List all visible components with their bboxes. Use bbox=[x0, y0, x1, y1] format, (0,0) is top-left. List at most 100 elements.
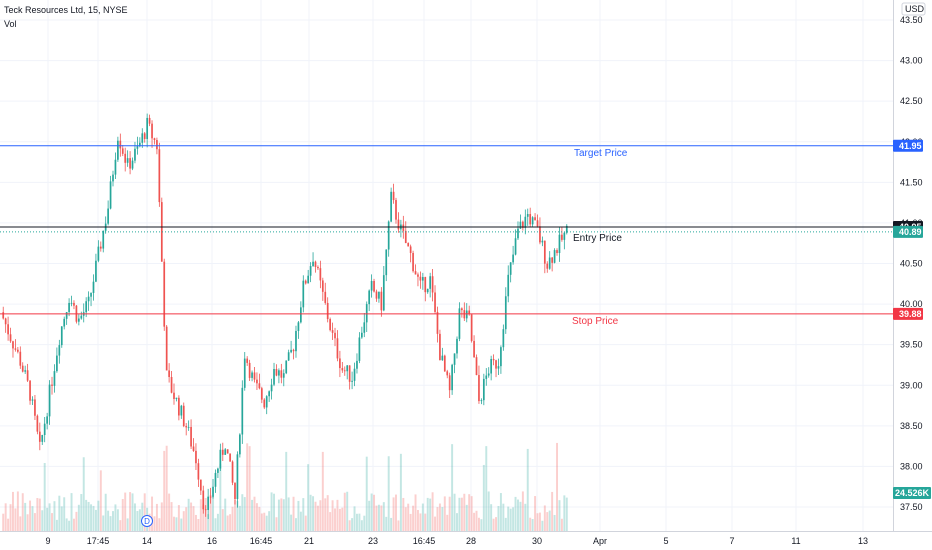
candle-body bbox=[287, 352, 290, 361]
volume-bar bbox=[463, 493, 466, 531]
candle-body bbox=[192, 446, 195, 451]
volume-bar bbox=[99, 470, 102, 531]
volume-bar bbox=[104, 493, 107, 531]
candle-body bbox=[453, 353, 456, 365]
volume-bar bbox=[412, 505, 415, 531]
candle-body bbox=[563, 232, 566, 240]
candle-body bbox=[314, 261, 317, 267]
candle-body bbox=[258, 383, 261, 389]
candle-body bbox=[4, 318, 7, 325]
volume-bar bbox=[97, 500, 100, 531]
candle-body bbox=[331, 330, 334, 333]
candle-body bbox=[187, 426, 190, 428]
volume-bar bbox=[151, 496, 154, 531]
candle-body bbox=[546, 263, 549, 269]
candle-body bbox=[407, 243, 410, 247]
candle-body bbox=[268, 391, 270, 397]
volume-bar bbox=[85, 499, 88, 531]
volume-bar bbox=[316, 505, 319, 531]
candle-body bbox=[170, 377, 173, 393]
candle-body bbox=[217, 468, 219, 473]
volume-bar bbox=[38, 498, 41, 531]
volume-tag-label: 24.526K bbox=[895, 488, 930, 498]
volume-bar bbox=[192, 506, 195, 531]
volume-bar bbox=[82, 457, 85, 531]
grid bbox=[0, 0, 893, 531]
candle-body bbox=[507, 274, 510, 297]
volume-bar bbox=[504, 517, 507, 531]
candle-body bbox=[343, 370, 346, 372]
candle-body bbox=[180, 405, 183, 416]
price-tick-label: 38.00 bbox=[900, 461, 923, 471]
candle-body bbox=[197, 463, 200, 480]
volume-bar bbox=[160, 502, 163, 531]
candle-body bbox=[19, 351, 22, 366]
volume-bar bbox=[363, 515, 366, 531]
candle-body bbox=[21, 365, 24, 372]
candle-body bbox=[524, 216, 527, 228]
candle-body bbox=[517, 228, 519, 239]
volume-bar bbox=[524, 503, 527, 531]
volume-bar bbox=[46, 507, 49, 531]
candle-body bbox=[168, 370, 170, 378]
volume-bar bbox=[370, 493, 373, 531]
volume-bar bbox=[353, 506, 356, 531]
candle-body bbox=[329, 319, 331, 331]
volume-bar bbox=[458, 497, 461, 531]
candle-body bbox=[36, 415, 39, 432]
candle-body bbox=[90, 292, 92, 297]
candle-body bbox=[95, 260, 97, 282]
volume-bar bbox=[90, 504, 93, 531]
volume-bar bbox=[58, 495, 61, 531]
candle-body bbox=[58, 345, 61, 356]
candle-body bbox=[138, 142, 141, 147]
volume-bar bbox=[519, 501, 522, 531]
volume-bar bbox=[348, 520, 351, 531]
candle-body bbox=[339, 358, 341, 369]
volume-bar bbox=[507, 506, 510, 531]
volume-bar bbox=[12, 491, 14, 531]
candle-body bbox=[561, 234, 563, 240]
candle-body bbox=[534, 217, 536, 221]
candle-body bbox=[87, 296, 90, 302]
volume-bar bbox=[419, 513, 422, 531]
volume-bar bbox=[390, 517, 393, 531]
volume-bar bbox=[253, 496, 256, 531]
volume-bar bbox=[553, 514, 556, 531]
candle-body bbox=[319, 268, 322, 281]
candle-body bbox=[280, 370, 283, 378]
candle-body bbox=[112, 174, 114, 182]
candle-body bbox=[73, 302, 75, 306]
candle-body bbox=[97, 246, 100, 261]
volume-bar bbox=[487, 491, 490, 531]
volume-bar bbox=[338, 508, 341, 531]
candle-body bbox=[558, 234, 561, 254]
candle-body bbox=[26, 370, 29, 381]
candle-body bbox=[414, 271, 417, 275]
candle-body bbox=[522, 221, 524, 228]
volume-bar bbox=[102, 515, 105, 531]
candle-body bbox=[490, 358, 493, 374]
candle-body bbox=[473, 340, 475, 358]
candle-body bbox=[109, 181, 112, 209]
volume-bar bbox=[529, 517, 532, 531]
candle-body bbox=[173, 392, 175, 399]
volume-bar bbox=[499, 493, 502, 531]
volume-bar bbox=[409, 513, 412, 531]
volume-bar bbox=[407, 503, 410, 531]
volume-bar bbox=[24, 502, 27, 531]
volume-bar bbox=[355, 513, 358, 531]
time-axis[interactable]: 9 17:45 14 16 16:45 21 23 16:45 28 30 Apr 5 7 11 13 bbox=[0, 531, 932, 547]
time-tick-label: 17:45 bbox=[87, 536, 110, 546]
volume-bar bbox=[514, 496, 517, 531]
volume-bar bbox=[124, 492, 127, 531]
price-axis[interactable]: 37.5038.0038.5039.0039.5040.0040.5041.00… bbox=[893, 0, 932, 550]
volume-bar bbox=[563, 495, 566, 531]
candle-body bbox=[107, 208, 109, 224]
volume-bar bbox=[295, 518, 297, 531]
candle-body bbox=[302, 280, 305, 308]
volume-bar bbox=[275, 517, 278, 531]
volume-bar bbox=[490, 504, 493, 531]
